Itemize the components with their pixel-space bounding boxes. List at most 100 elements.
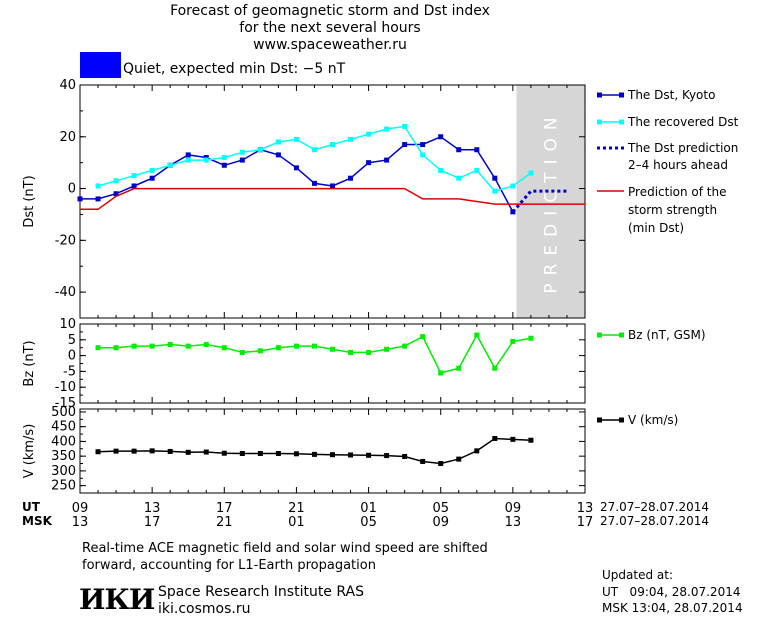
data-point xyxy=(456,147,462,153)
data-point xyxy=(420,142,426,148)
ut-tick-label: 13 xyxy=(577,501,594,516)
legend-storm-line1: Prediction of the xyxy=(628,185,727,199)
data-point xyxy=(420,458,426,464)
data-point xyxy=(185,343,191,349)
data-point xyxy=(239,157,245,163)
data-point xyxy=(95,345,101,351)
series-line xyxy=(97,437,531,465)
data-point xyxy=(384,126,390,132)
data-point xyxy=(185,152,191,158)
y-tick-label: 300 xyxy=(51,464,76,479)
data-point xyxy=(438,461,444,467)
series-line xyxy=(511,189,567,213)
ut-tick-label: 01 xyxy=(360,501,377,516)
y-tick-label: 0 xyxy=(68,349,76,364)
legend-swatch-dst-recovered-marker xyxy=(619,119,624,125)
data-point xyxy=(77,196,83,202)
data-point xyxy=(293,136,299,142)
updated-ut: UT 09:04, 28.07.2014 xyxy=(602,585,741,599)
y-tick-label: 400 xyxy=(51,434,76,449)
data-point xyxy=(167,448,173,454)
series-line xyxy=(80,187,585,211)
data-point xyxy=(474,448,480,454)
data-point xyxy=(474,147,480,153)
data-point xyxy=(330,142,335,148)
data-point xyxy=(366,131,372,137)
y-tick-label: -15 xyxy=(55,396,76,411)
y-axis-label: Bz (nT) xyxy=(22,340,37,386)
data-point xyxy=(311,180,317,186)
legend-dst-prediction-line1: The Dst prediction xyxy=(628,141,739,155)
data-point xyxy=(203,154,209,160)
data-point xyxy=(113,448,119,454)
data-point xyxy=(510,338,516,344)
ut-tick-label: 13 xyxy=(144,501,161,516)
data-point xyxy=(131,173,137,179)
dst-panel: PREDICTION 40 20 0 -20 -40 Dst (nT) xyxy=(22,78,624,423)
ut-tick-label: 05 xyxy=(432,501,449,516)
ut-tick-label: 09 xyxy=(72,501,89,516)
data-point xyxy=(113,345,119,351)
y-tick-label: 500 xyxy=(51,405,76,420)
data-point xyxy=(366,160,372,166)
data-point xyxy=(221,345,227,351)
data-point xyxy=(203,449,209,455)
data-point xyxy=(167,342,173,348)
footer-note-line2: forward, accounting for L1-Earth propaga… xyxy=(82,558,376,573)
data-point xyxy=(384,346,390,352)
data-point xyxy=(239,451,245,457)
data-point xyxy=(149,343,155,349)
data-point xyxy=(402,453,408,459)
y-tick-label: 250 xyxy=(51,479,76,494)
data-point xyxy=(257,348,263,354)
data-point xyxy=(492,365,498,371)
data-point xyxy=(131,448,137,454)
msk-axis-label: MSK xyxy=(22,514,52,528)
data-point xyxy=(510,183,516,189)
chart-title-line2: for the next several hours xyxy=(239,20,421,36)
legend-v: V (km/s) xyxy=(628,413,679,427)
data-point xyxy=(275,451,281,457)
y-tick-label: 450 xyxy=(51,420,76,435)
legend-swatch-v-marker xyxy=(619,417,624,423)
data-point xyxy=(113,191,119,197)
y-tick-label: 20 xyxy=(59,130,76,145)
data-point xyxy=(528,335,534,341)
data-point xyxy=(438,134,444,140)
data-point xyxy=(185,449,191,455)
data-point xyxy=(221,154,227,160)
data-point xyxy=(221,162,227,168)
data-point xyxy=(438,370,444,376)
data-point xyxy=(348,136,354,142)
chart-title-link[interactable]: www.spaceweather.ru xyxy=(253,37,407,53)
data-point xyxy=(348,349,354,355)
data-point xyxy=(95,196,101,202)
data-point xyxy=(311,451,317,457)
y-tick-label: 5 xyxy=(68,333,76,348)
legend-swatch-dst-recovered-marker xyxy=(597,119,602,125)
updated-msk: MSK 13:04, 28.07.2014 xyxy=(602,601,743,615)
data-point xyxy=(492,175,498,181)
msk-tick-label: 09 xyxy=(432,515,449,530)
legend-dst-recovered: The recovered Dst xyxy=(628,115,739,129)
data-point xyxy=(149,167,155,173)
institute-website[interactable]: iki.cosmos.ru xyxy=(158,601,251,617)
status-swatch xyxy=(80,52,121,78)
data-point xyxy=(293,451,299,457)
ut-tick-label: 09 xyxy=(505,501,522,516)
y-tick-label: -20 xyxy=(55,233,76,248)
series-line xyxy=(98,333,532,374)
data-point xyxy=(492,435,498,441)
data-point xyxy=(330,452,335,458)
footer-note-line1: Real-time ACE magnetic field and solar w… xyxy=(82,541,488,556)
y-tick-label: -10 xyxy=(55,380,76,395)
ut-tick-label: 21 xyxy=(288,501,305,516)
data-point xyxy=(311,147,317,153)
series-line xyxy=(80,135,514,213)
data-point xyxy=(420,152,426,158)
legend-swatch-dst-kyoto-marker xyxy=(597,92,602,98)
data-point xyxy=(348,175,354,181)
